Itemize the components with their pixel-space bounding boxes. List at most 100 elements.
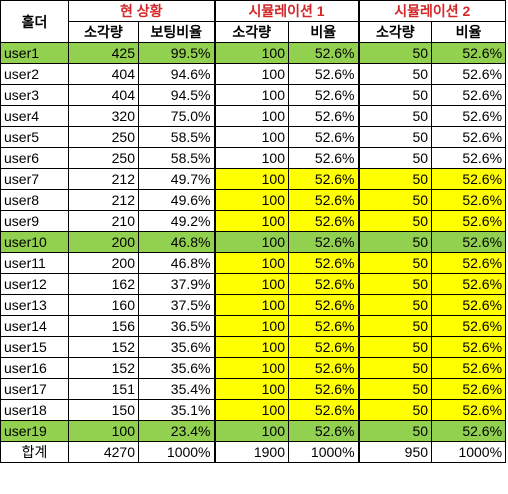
table-row: user15 152 35.6% 100 52.6% 50 52.6%	[0, 336, 507, 358]
sim1-amount-cell: 100	[213, 399, 289, 421]
current-ratio-cell: 23.4%	[138, 420, 215, 442]
sim1-ratio-cell: 52.6%	[287, 294, 360, 316]
sim1-amount-cell: 100	[213, 210, 289, 232]
table-row: user8 212 49.6% 100 52.6% 50 52.6%	[0, 189, 507, 211]
sim1-amount-cell: 100	[213, 231, 289, 253]
current-ratio-cell: 35.1%	[138, 399, 215, 421]
sim1-ratio-cell: 52.6%	[287, 189, 360, 211]
current-amount-cell: 152	[68, 357, 139, 379]
sim1-amount-cell: 100	[213, 420, 289, 442]
holder-name-cell: user8	[0, 189, 69, 211]
total-sim1-amount: 1900	[213, 441, 289, 463]
table-row: user18 150 35.1% 100 52.6% 50 52.6%	[0, 399, 507, 421]
sim2-amount-cell: 50	[357, 399, 433, 421]
holder-name-cell: user1	[0, 42, 69, 64]
table-row: user4 320 75.0% 100 52.6% 50 52.6%	[0, 105, 507, 127]
sim2-amount-cell: 50	[357, 231, 433, 253]
current-ratio-cell: 37.9%	[138, 273, 215, 295]
sim2-amount-cell: 50	[357, 42, 433, 64]
table-row: user3 404 94.5% 100 52.6% 50 52.6%	[0, 84, 507, 106]
sim2-amount-cell: 50	[357, 105, 433, 127]
current-amount-cell: 152	[68, 336, 139, 358]
holder-name-cell: user15	[0, 336, 69, 358]
current-ratio-cell: 36.5%	[138, 315, 215, 337]
sim2-ratio-cell: 52.6%	[431, 126, 507, 148]
sim2-amount-cell: 50	[357, 273, 433, 295]
simulation-2-header: 시뮬레이션 2	[357, 0, 507, 22]
sim1-ratio-cell: 52.6%	[287, 252, 360, 274]
holder-name-cell: user5	[0, 126, 69, 148]
sim1-ratio-cell: 52.6%	[287, 378, 360, 400]
sim2-ratio-cell: 52.6%	[431, 315, 507, 337]
sim1-amount-cell: 100	[213, 147, 289, 169]
holder-name-cell: user3	[0, 84, 69, 106]
sim1-ratio-cell: 52.6%	[287, 84, 360, 106]
sim1-ratio-cell: 52.6%	[287, 126, 360, 148]
holder-name-cell: user13	[0, 294, 69, 316]
table-row: user11 200 46.8% 100 52.6% 50 52.6%	[0, 252, 507, 274]
sim1-amount-cell: 100	[213, 273, 289, 295]
current-amount-cell: 200	[68, 252, 139, 274]
sim2-ratio-cell: 52.6%	[431, 357, 507, 379]
sim1-amount-cell: 100	[213, 42, 289, 64]
sim1-amount-cell: 100	[213, 357, 289, 379]
sim1-ratio-cell: 52.6%	[287, 399, 360, 421]
sim2-ratio-cell: 52.6%	[431, 294, 507, 316]
table-row: user1 425 99.5% 100 52.6% 50 52.6%	[0, 42, 507, 64]
sim1-amount-cell: 100	[213, 315, 289, 337]
current-ratio-cell: 49.7%	[138, 168, 215, 190]
sim1-amount-cell: 100	[213, 378, 289, 400]
sim2-ratio-cell: 52.6%	[431, 378, 507, 400]
sim2-ratio-cell: 52.6%	[431, 189, 507, 211]
total-ratio: 1000%	[138, 441, 215, 463]
sim2-ratio-cell: 52.6%	[431, 42, 507, 64]
sim1-ratio-cell: 52.6%	[287, 105, 360, 127]
sim1-ratio-cell: 52.6%	[287, 315, 360, 337]
total-sim1-ratio: 1000%	[287, 441, 360, 463]
holder-name-cell: user14	[0, 315, 69, 337]
current-ratio-cell: 58.5%	[138, 147, 215, 169]
total-label: 합계	[0, 441, 69, 463]
column-header-row: 소각량 보팅비율 소각량 비율 소각량 비율	[1, 21, 507, 43]
current-ratio-cell: 35.6%	[138, 357, 215, 379]
holder-name-cell: user18	[0, 399, 69, 421]
sim2-ratio-cell: 52.6%	[431, 252, 507, 274]
sim2-amount-cell: 50	[357, 315, 433, 337]
current-amount-cell: 200	[68, 231, 139, 253]
sim2-ratio-cell: 52.6%	[431, 210, 507, 232]
sim1-amount-cell: 100	[213, 294, 289, 316]
current-amount-cell: 151	[68, 378, 139, 400]
total-row: 합계 4270 1000% 1900 1000% 950 1000%	[0, 441, 507, 463]
sim2-amount-cell: 50	[357, 252, 433, 274]
current-amount-cell: 404	[68, 84, 139, 106]
sim2-ratio-cell: 52.6%	[431, 273, 507, 295]
holder-name-cell: user11	[0, 252, 69, 274]
current-ratio-cell: 37.5%	[138, 294, 215, 316]
holder-name-cell: user16	[0, 357, 69, 379]
sim2-ratio-header: 비율	[431, 21, 507, 43]
table-row: user19 100 23.4% 100 52.6% 50 52.6%	[0, 420, 507, 442]
sim2-ratio-cell: 52.6%	[431, 168, 507, 190]
sim1-ratio-cell: 52.6%	[287, 63, 360, 85]
current-amount-cell: 210	[68, 210, 139, 232]
sim1-amount-cell: 100	[213, 168, 289, 190]
holder-simulation-table: 홀더 현 상황 시뮬레이션 1 시뮬레이션 2 소각량 보팅비율 소각량 비율 …	[0, 0, 507, 463]
total-sim2-amount: 950	[357, 441, 433, 463]
sim1-amount-cell: 100	[213, 126, 289, 148]
total-sim2-ratio: 1000%	[431, 441, 507, 463]
sim2-amount-header: 소각량	[357, 21, 433, 43]
current-ratio-cell: 49.2%	[138, 210, 215, 232]
current-amount-cell: 404	[68, 63, 139, 85]
current-amount-cell: 425	[68, 42, 139, 64]
table-row: user13 160 37.5% 100 52.6% 50 52.6%	[0, 294, 507, 316]
current-ratio-cell: 58.5%	[138, 126, 215, 148]
current-ratio-cell: 46.8%	[138, 252, 215, 274]
table-row: user17 151 35.4% 100 52.6% 50 52.6%	[0, 378, 507, 400]
current-ratio-cell: 49.6%	[138, 189, 215, 211]
current-amount-cell: 212	[68, 168, 139, 190]
group-header-row: 홀더 현 상황 시뮬레이션 1 시뮬레이션 2	[0, 0, 507, 43]
sim2-amount-cell: 50	[357, 147, 433, 169]
current-ratio-cell: 75.0%	[138, 105, 215, 127]
current-ratio-cell: 46.8%	[138, 231, 215, 253]
sim2-ratio-cell: 52.6%	[431, 399, 507, 421]
